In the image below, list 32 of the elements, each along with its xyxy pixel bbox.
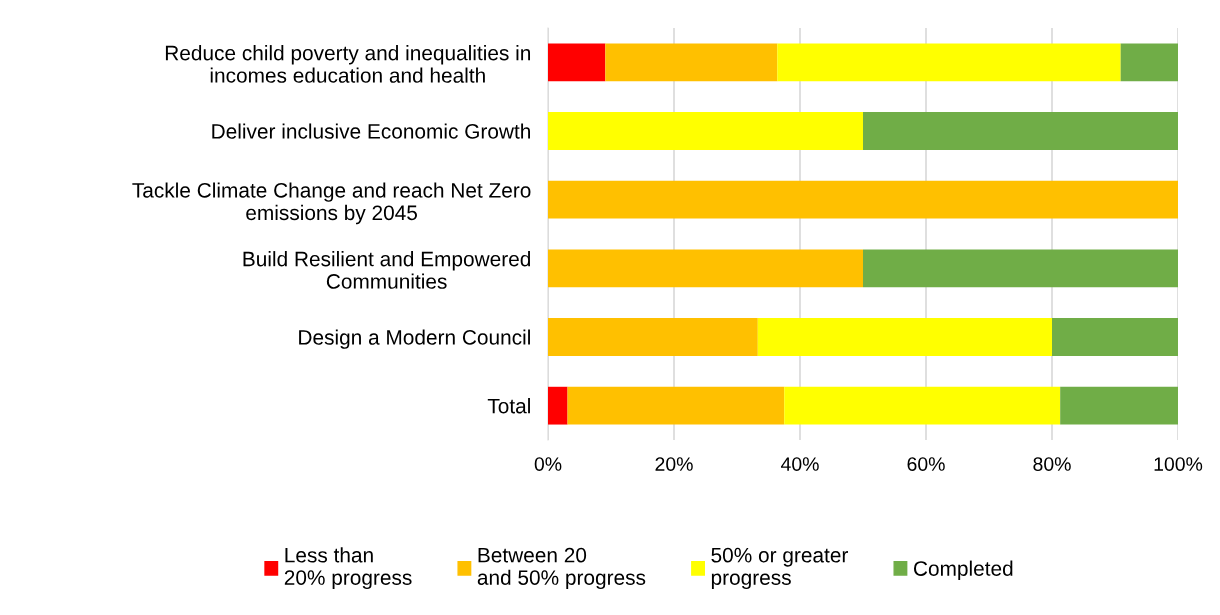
bar <box>548 43 606 82</box>
bar <box>777 43 1121 82</box>
x-tick-label: 80% <box>1033 457 1071 471</box>
y-tick-label: Build Resilient and Empowered Communities <box>243 251 531 289</box>
bar <box>1060 386 1178 425</box>
y-tick-label: Reduce child poverty and inequalities in incomes education and health <box>165 45 530 83</box>
legend-label: 50% or greater progress <box>711 547 849 590</box>
legend-label: Between 20 and 50% progress <box>477 547 646 590</box>
bar <box>757 318 1052 356</box>
bar <box>605 43 778 82</box>
bar <box>784 386 1061 425</box>
x-tick-label: 20% <box>655 457 693 471</box>
bar <box>548 180 1178 219</box>
bar <box>1120 43 1178 82</box>
legend-label: Less than 20% progress <box>284 547 412 590</box>
y-tick-label: Design a Modern Council <box>299 329 530 349</box>
y-tick-label: Total <box>487 398 530 414</box>
x-tick-label: 0% <box>534 457 562 471</box>
x-tick-label: 40% <box>780 457 819 471</box>
y-tick-label: Tackle Climate Change and reach Net Zero emissions by 2045 <box>132 182 531 225</box>
x-tick-label: 100% <box>1154 457 1203 471</box>
legend-label: Completed <box>913 560 1013 581</box>
x-tick-label: 60% <box>907 457 945 471</box>
y-tick-label: Deliver inclusive Economic Growth <box>212 123 530 139</box>
bar <box>548 249 863 288</box>
bar <box>548 386 568 425</box>
bar <box>863 112 1178 150</box>
bar <box>548 318 758 356</box>
bar <box>1052 318 1178 356</box>
bar <box>863 249 1178 288</box>
bar <box>548 112 863 150</box>
bar <box>567 386 785 425</box>
